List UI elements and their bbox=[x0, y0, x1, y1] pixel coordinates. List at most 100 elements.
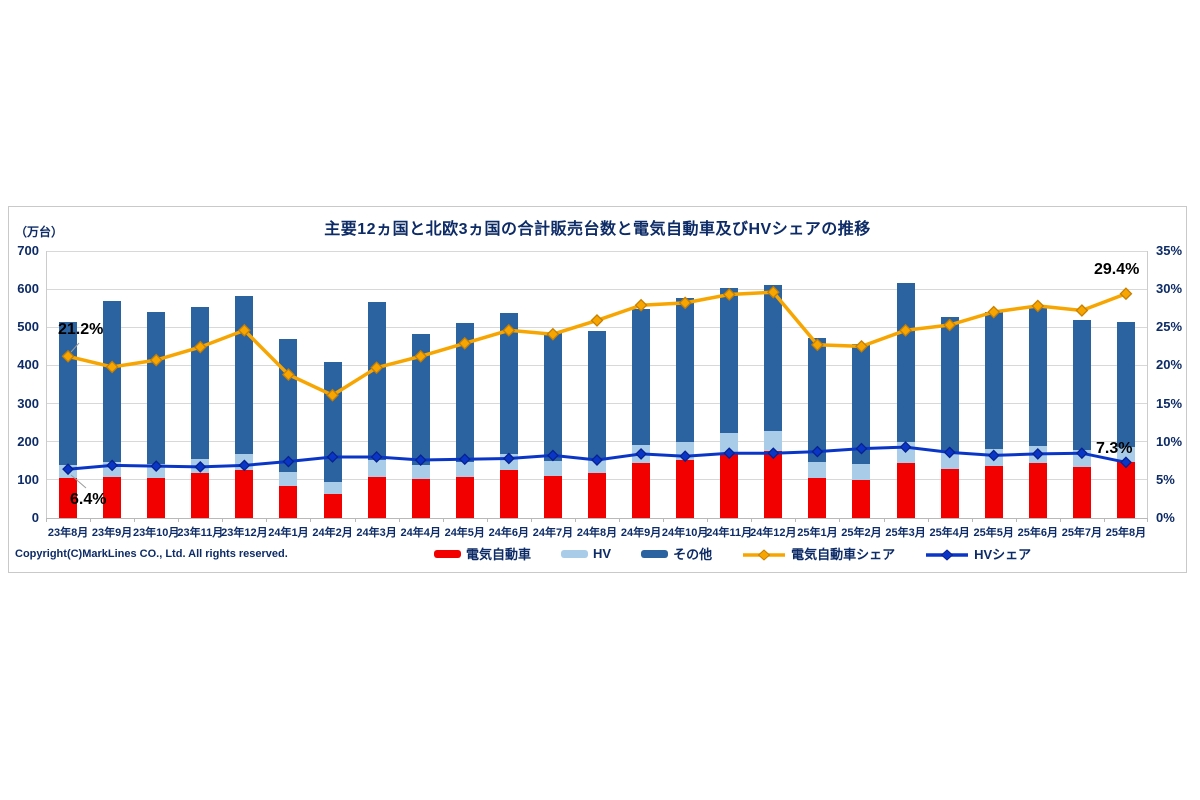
x-axis-tick-label: 25年6月 bbox=[1017, 527, 1058, 539]
bar-segment-ev bbox=[1072, 466, 1091, 518]
ev-share-line-marker bbox=[590, 314, 604, 327]
x-axis-tick-label: 24年5月 bbox=[444, 527, 485, 539]
bar-segment-ev bbox=[367, 476, 386, 518]
bar-segment-ev bbox=[940, 469, 959, 518]
annotation-leader-line bbox=[70, 342, 80, 353]
x-axis-tick-label: 23年12月 bbox=[221, 527, 268, 539]
x-axis-tick-label: 24年8月 bbox=[576, 527, 618, 539]
bar-segment-ev bbox=[1028, 463, 1047, 518]
hv-share-line-marker bbox=[943, 446, 956, 459]
hv-share-line-marker bbox=[591, 454, 603, 466]
ev-share-line-marker bbox=[1119, 287, 1133, 301]
x-axis-minor-tick bbox=[619, 518, 621, 522]
gridline bbox=[46, 517, 1148, 519]
left-axis-tick-label: 200 bbox=[17, 433, 39, 449]
x-axis-tick-label: 24年4月 bbox=[400, 527, 441, 539]
bar-segment-hv bbox=[808, 461, 827, 478]
legend-label: その他 bbox=[673, 547, 713, 562]
bar-segment-other bbox=[147, 312, 166, 464]
bar-segment-ev bbox=[411, 479, 430, 518]
x-axis-minor-tick bbox=[266, 518, 268, 522]
x-axis-tick-label: 24年11月 bbox=[706, 527, 753, 539]
left-axis-unit-label: （万台） bbox=[15, 225, 64, 239]
x-axis-tick-label: 23年9月 bbox=[91, 527, 133, 539]
annotation-ev-share: 29.4% bbox=[1094, 261, 1140, 278]
hv-share-line-marker bbox=[194, 460, 207, 473]
bar-segment-other bbox=[808, 337, 827, 462]
annotation-hv-share: 7.3% bbox=[1096, 440, 1133, 457]
x-axis-tick-label: 24年6月 bbox=[488, 527, 530, 539]
bar-segment-ev bbox=[455, 476, 474, 518]
bar-segment-other bbox=[632, 309, 651, 446]
ev-share-line-marker bbox=[370, 361, 384, 375]
hv-share-line-marker bbox=[326, 451, 339, 463]
legend-item: 電気自動車 bbox=[434, 544, 531, 563]
x-axis-minor-tick bbox=[442, 518, 444, 522]
hv-share-line-marker bbox=[282, 455, 295, 468]
copyright-text: Copyright(C)MarkLines CO., Ltd. All righ… bbox=[15, 548, 288, 560]
legend-swatch-bar bbox=[561, 549, 589, 558]
left-axis-tick-label: 0 bbox=[31, 510, 39, 525]
x-axis-tick-label: 24年3月 bbox=[356, 527, 397, 539]
annotation-hv-share: 6.4% bbox=[70, 491, 107, 508]
gridline bbox=[46, 250, 1148, 252]
hv-share-line-marker bbox=[723, 447, 736, 460]
hv-share-line-marker bbox=[106, 459, 119, 472]
left-axis-tick-label: 600 bbox=[17, 281, 39, 297]
x-axis-minor-tick bbox=[1059, 518, 1061, 522]
bar-segment-hv bbox=[940, 452, 959, 470]
ev-share-line-marker bbox=[61, 349, 75, 363]
x-axis-tick-label: 24年12月 bbox=[750, 527, 797, 539]
x-axis-minor-tick bbox=[398, 518, 400, 522]
ev-share-line-marker bbox=[237, 323, 251, 337]
hv-share-line-marker bbox=[547, 449, 559, 462]
x-axis-minor-tick bbox=[795, 518, 797, 522]
x-axis-minor-tick bbox=[530, 518, 532, 522]
x-axis-tick-label: 25年8月 bbox=[1105, 527, 1147, 539]
x-axis-minor-tick bbox=[310, 518, 312, 522]
hv-share-line-marker bbox=[679, 450, 692, 463]
x-axis-minor-tick bbox=[1147, 518, 1148, 522]
left-axis-tick-label: 700 bbox=[17, 243, 39, 258]
ev-share-line-marker bbox=[899, 323, 912, 337]
bar-segment-ev bbox=[279, 485, 298, 518]
legend-item: HV bbox=[561, 546, 611, 561]
bar-segment-hv bbox=[323, 481, 342, 495]
bar-segment-other bbox=[676, 297, 695, 443]
hv-share-line-marker bbox=[987, 449, 1000, 462]
bar-segment-ev bbox=[632, 462, 651, 518]
bar-segment-ev bbox=[235, 469, 254, 518]
ev-share-line-marker bbox=[766, 285, 780, 299]
bar-segment-other bbox=[455, 323, 474, 462]
bar-segment-ev bbox=[323, 494, 342, 518]
bar-segment-other bbox=[103, 301, 122, 462]
bar-segment-hv bbox=[367, 459, 386, 477]
x-axis-tick-label: 25年4月 bbox=[929, 527, 970, 539]
left-axis-tick-label: 300 bbox=[17, 395, 39, 411]
x-axis-minor-tick bbox=[222, 518, 224, 522]
bar-segment-ev bbox=[720, 452, 739, 518]
ev-share-line-marker bbox=[193, 340, 207, 354]
bar-segment-other bbox=[1028, 307, 1047, 446]
y-axis-line bbox=[46, 251, 47, 518]
right-axis-tick-label: 25% bbox=[1156, 319, 1183, 335]
bar-segment-ev bbox=[984, 465, 1003, 518]
right-axis-tick-label: 30% bbox=[1156, 281, 1183, 297]
legend-swatch-bar bbox=[641, 549, 669, 558]
bar-segment-ev bbox=[499, 469, 518, 518]
hv-share-line-marker bbox=[899, 441, 912, 453]
x-axis-tick-label: 24年2月 bbox=[312, 527, 353, 539]
hv-share-line-marker bbox=[370, 451, 383, 463]
x-axis-minor-tick bbox=[663, 518, 665, 522]
plot-area: 21.2% 6.4% 29.4% 7.3% bbox=[46, 250, 1148, 522]
x-axis-minor-tick bbox=[1015, 518, 1017, 522]
ev-share-line-marker bbox=[634, 298, 648, 312]
x-axis-minor-tick bbox=[486, 518, 488, 522]
hv-share-line-marker bbox=[635, 448, 647, 460]
legend-label: 電気自動車 bbox=[466, 547, 532, 562]
x-axis-minor-tick bbox=[90, 518, 92, 522]
bar-segment-other bbox=[367, 302, 386, 460]
legend-label: HVシェア bbox=[974, 547, 1032, 562]
ev-share-line-marker bbox=[987, 305, 1001, 319]
